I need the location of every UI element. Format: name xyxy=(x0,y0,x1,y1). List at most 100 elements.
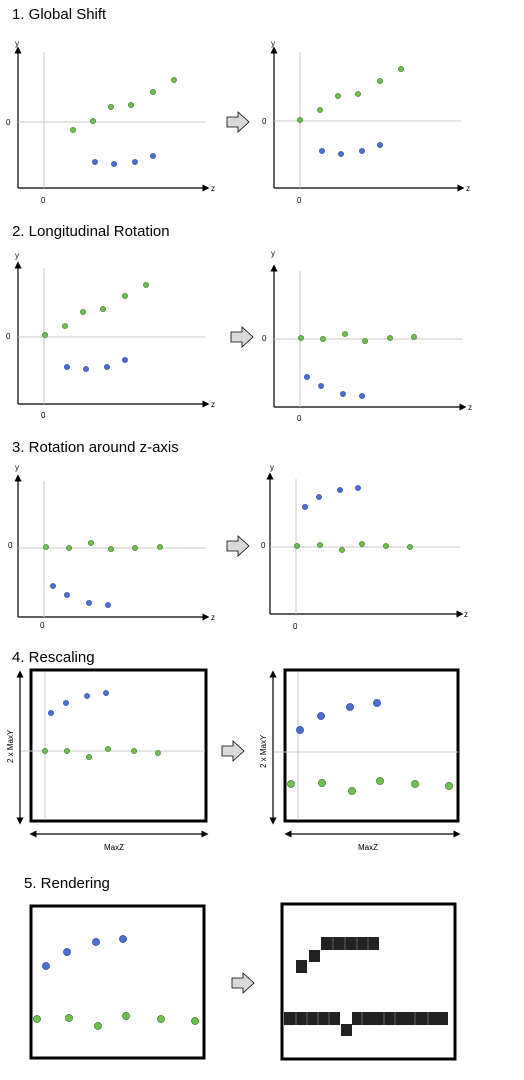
green-point xyxy=(128,102,134,108)
plot-5-rendered xyxy=(280,902,457,1061)
y-zero-label: 0 xyxy=(6,332,11,341)
green-point xyxy=(191,1017,199,1025)
z-zero-label: 0 xyxy=(40,621,45,630)
y-axis-label: y xyxy=(270,463,274,472)
blue-point xyxy=(63,700,69,706)
y-axis-label: y xyxy=(15,463,19,472)
green-point xyxy=(70,127,76,133)
z-zero-label: 0 xyxy=(41,411,46,420)
green-point xyxy=(335,93,341,99)
green-point xyxy=(80,309,86,315)
pixel-cell xyxy=(352,1012,448,1025)
blue-point xyxy=(337,487,343,493)
green-point xyxy=(122,1012,130,1020)
green-point xyxy=(411,780,419,788)
green-point xyxy=(445,782,453,790)
transform-arrow-icon xyxy=(226,111,250,133)
y-axis-label: y xyxy=(15,251,19,260)
z-zero-label: 0 xyxy=(297,414,302,423)
green-point xyxy=(65,1014,73,1022)
green-point xyxy=(383,543,389,549)
green-point xyxy=(122,293,128,299)
blue-point xyxy=(359,148,365,154)
plot-1-before: y z 0 0 xyxy=(6,39,215,205)
plot-2-before: y z 0 0 xyxy=(6,251,215,420)
z-axis-label: z xyxy=(466,184,470,193)
transform-arrow-icon xyxy=(231,972,255,994)
dim-label-2x-maxy: 2 x MaxY xyxy=(6,729,15,763)
y-axis-label: y xyxy=(15,39,19,48)
green-point xyxy=(359,541,365,547)
z-zero-label: 0 xyxy=(297,196,302,205)
blue-point xyxy=(355,485,361,491)
green-point xyxy=(90,118,96,124)
green-point xyxy=(108,104,114,110)
blue-point xyxy=(318,383,324,389)
blue-point xyxy=(302,504,308,510)
green-point xyxy=(132,545,138,551)
green-point xyxy=(88,540,94,546)
y-axis-label: y xyxy=(271,249,275,258)
section-title-rescaling: 4. Rescaling xyxy=(12,649,95,666)
green-point xyxy=(287,780,295,788)
green-point xyxy=(411,334,417,340)
green-point xyxy=(318,779,326,787)
green-point xyxy=(398,66,404,72)
green-point xyxy=(171,77,177,83)
blue-point xyxy=(316,494,322,500)
blue-point xyxy=(64,364,70,370)
y-axis-label: y xyxy=(271,39,275,48)
green-point xyxy=(66,545,72,551)
green-point xyxy=(143,282,149,288)
green-point xyxy=(348,787,356,795)
plot-4-before: 2 x MaxY MaxZ xyxy=(6,668,209,852)
z-axis-label: z xyxy=(211,400,215,409)
blue-point xyxy=(83,366,89,372)
blue-point xyxy=(377,142,383,148)
blue-point xyxy=(111,161,117,167)
green-point xyxy=(339,547,345,553)
green-point xyxy=(42,332,48,338)
green-point xyxy=(320,336,326,342)
plot-5-before xyxy=(29,904,206,1060)
green-point xyxy=(342,331,348,337)
green-point xyxy=(355,91,361,97)
blue-point xyxy=(84,693,90,699)
green-point xyxy=(150,89,156,95)
green-point xyxy=(62,323,68,329)
blue-point xyxy=(42,962,50,970)
blue-point xyxy=(105,602,111,608)
blue-point xyxy=(359,393,365,399)
transform-arrow-icon xyxy=(221,740,245,762)
blue-point xyxy=(86,600,92,606)
blue-point xyxy=(296,726,304,734)
blue-point xyxy=(317,712,325,720)
blue-point xyxy=(104,364,110,370)
green-point xyxy=(297,117,303,123)
blue-point xyxy=(92,938,100,946)
z-zero-label: 0 xyxy=(293,622,298,631)
pixel-cell xyxy=(309,950,320,962)
transform-arrow-icon xyxy=(230,326,254,348)
z-zero-label: 0 xyxy=(41,196,46,205)
green-point xyxy=(298,335,304,341)
plot-2-after: y z 0 0 xyxy=(262,249,472,423)
green-point xyxy=(33,1015,41,1023)
y-zero-label: 0 xyxy=(8,541,13,550)
blue-point xyxy=(304,374,310,380)
green-point xyxy=(105,746,111,752)
z-axis-label: z xyxy=(211,184,215,193)
y-zero-label: 0 xyxy=(262,117,267,126)
pixel-cell xyxy=(296,960,307,973)
blue-point xyxy=(150,153,156,159)
green-point xyxy=(131,748,137,754)
blue-point xyxy=(103,690,109,696)
green-point xyxy=(362,338,368,344)
section-title-rendering: 5. Rendering xyxy=(24,875,110,892)
green-point xyxy=(377,78,383,84)
green-point xyxy=(64,748,70,754)
section-title-longitudinal-rotation: 2. Longitudinal Rotation xyxy=(12,223,170,240)
green-point xyxy=(317,107,323,113)
blue-point xyxy=(92,159,98,165)
